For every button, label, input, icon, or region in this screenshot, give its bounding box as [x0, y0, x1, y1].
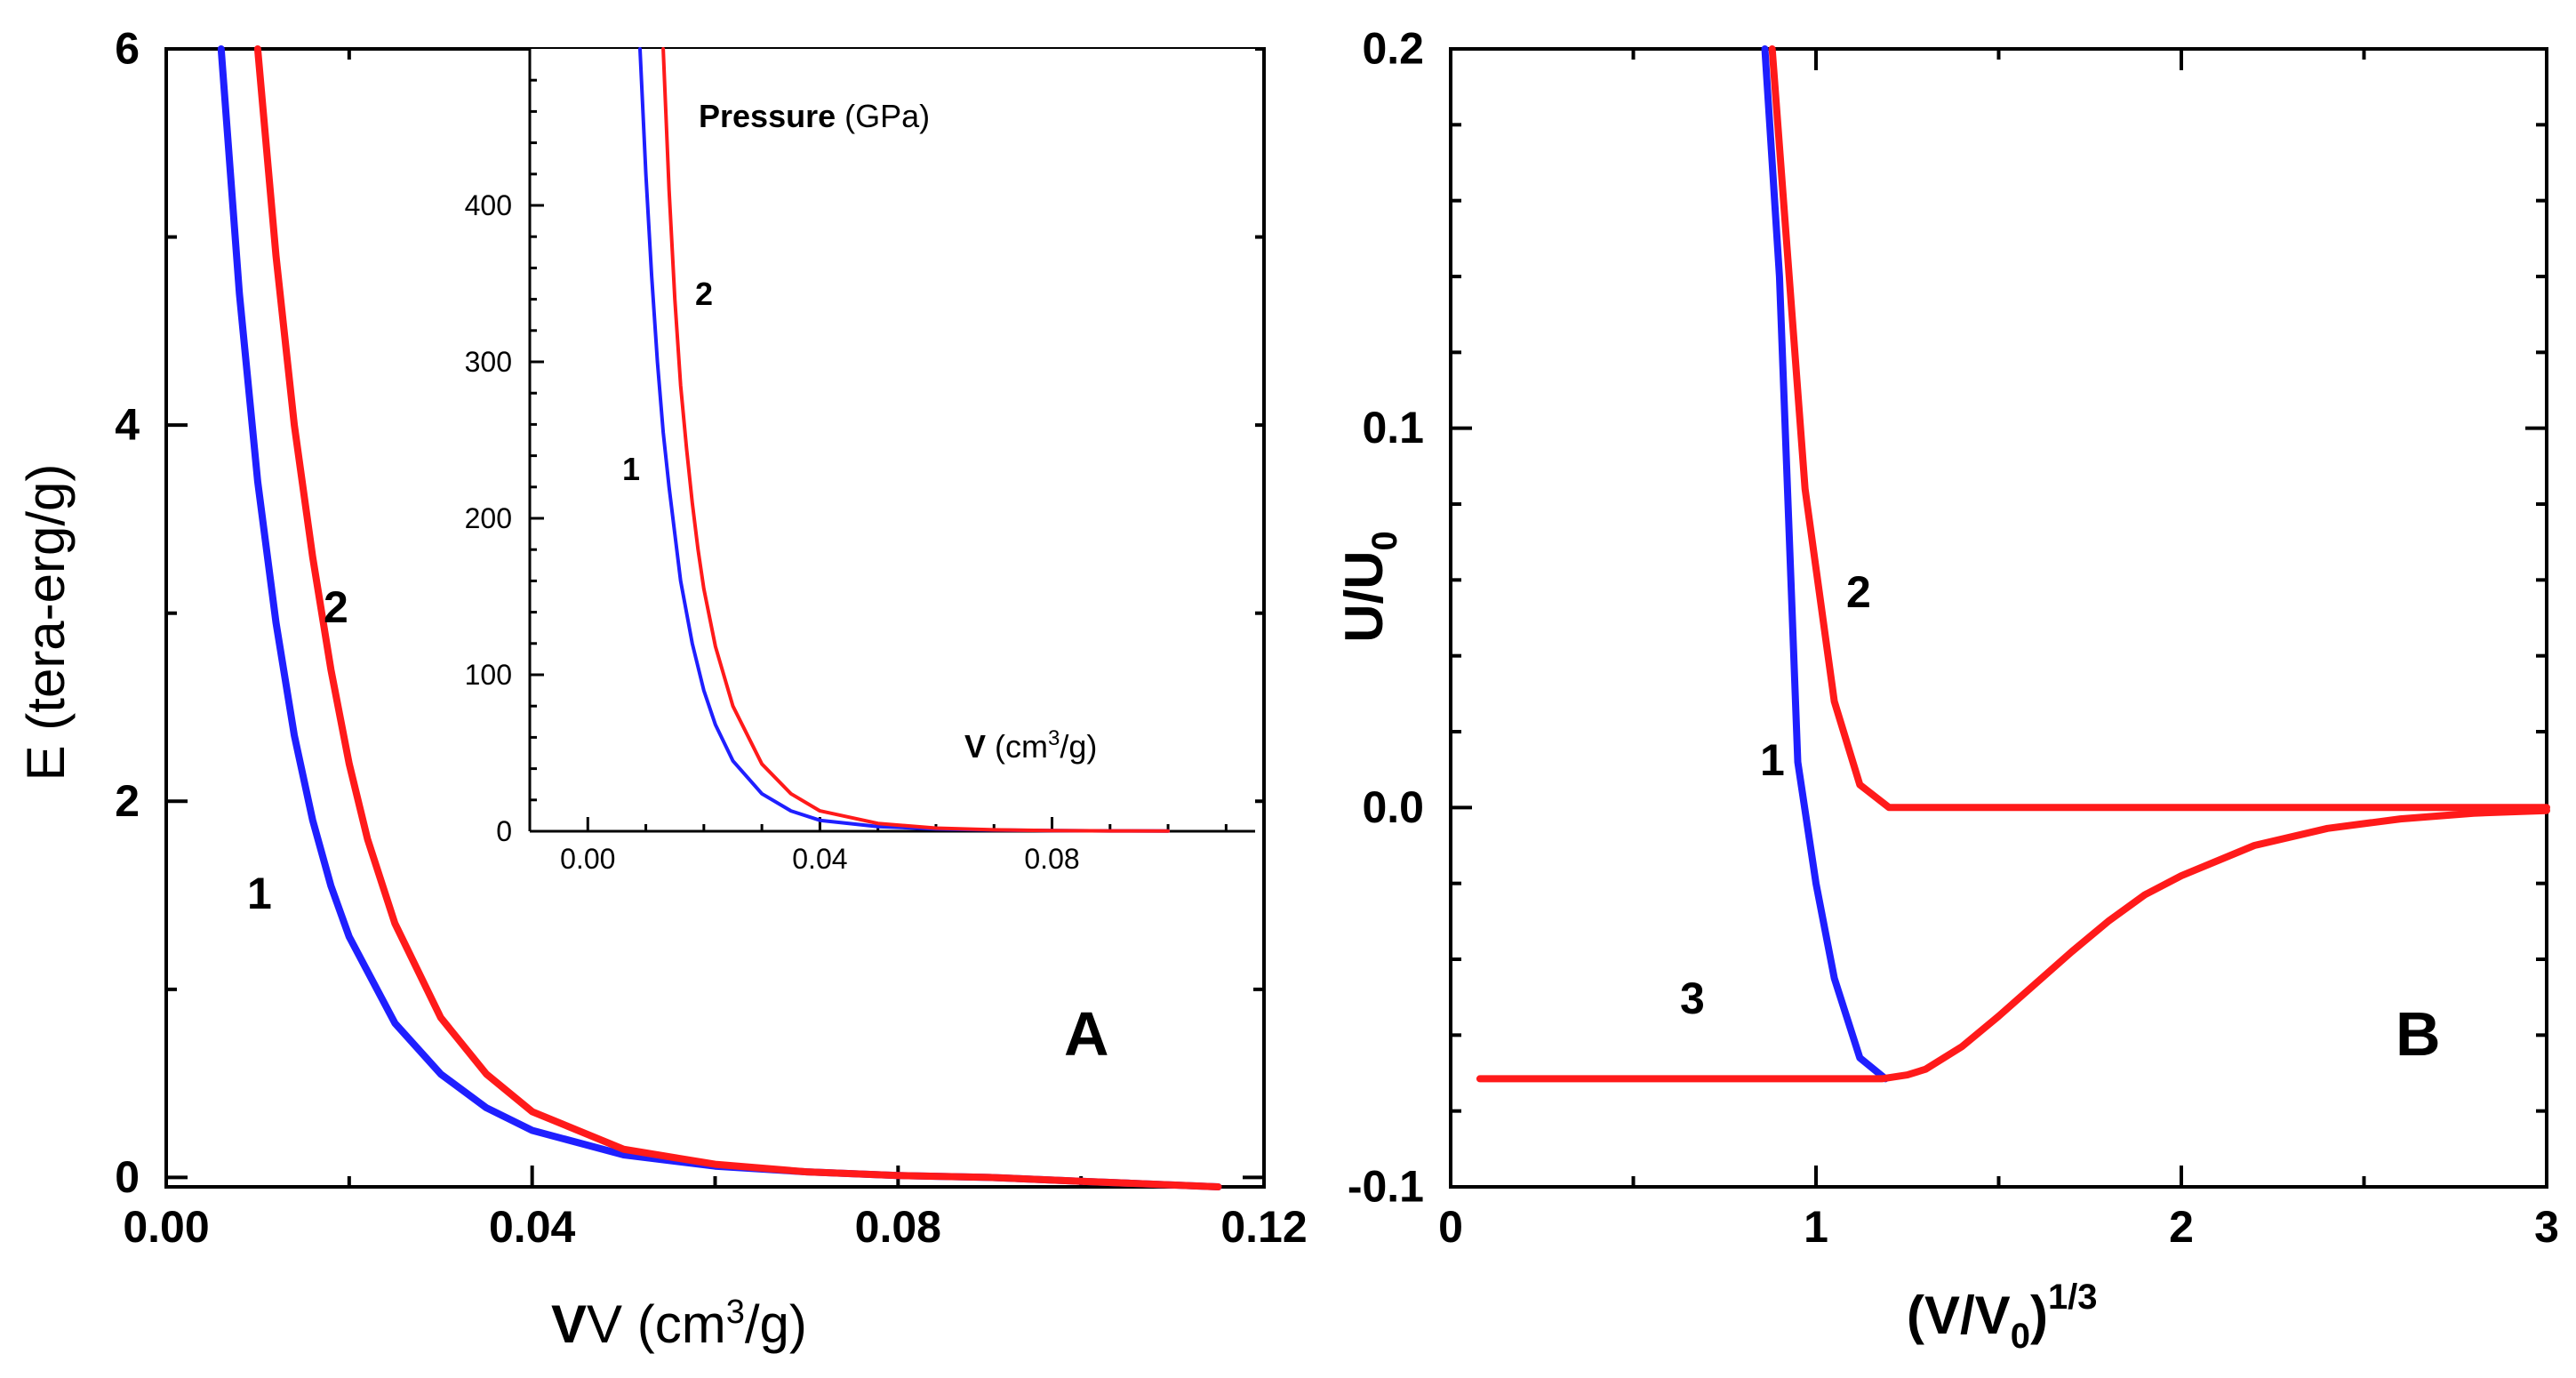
panel-a-series-2-line [253, 45, 1222, 1190]
inset-background [530, 49, 1255, 831]
inset-ytick-label-zero: 0 [496, 815, 512, 847]
inset-ytick-label: 400 [465, 189, 512, 221]
panel-b-x-axis-sup: 1/3 [2048, 1278, 2098, 1317]
panel-b-curve-label-1: 1 [1760, 735, 1785, 785]
panel-a-ytick-label: 0 [115, 1152, 140, 1202]
inset-x-axis-sup: 3 [1048, 726, 1060, 750]
panel-b-x-axis-sub: 0 [2011, 1317, 2030, 1356]
panel-a-inset: 0 0.00 0.04 0.08 100 200 300 400 Pressur… [465, 47, 1255, 875]
inset-ytick-label: 300 [465, 346, 512, 378]
panel-b-y-axis-title: U/U0 [1334, 531, 1404, 643]
panel-b-x-axis-main: (V/V [1907, 1286, 2011, 1345]
panel-a-x-axis-sup: 3 [726, 1294, 745, 1331]
panel-b-ytick-label: 0.1 [1362, 403, 1424, 453]
panel-a-series [217, 45, 1222, 1190]
inset-curve-label-2: 2 [695, 276, 713, 312]
panel-b-ytick-label: 0.0 [1362, 782, 1424, 832]
panel-b-curve-label-3: 3 [1680, 973, 1705, 1023]
inset-title: Pressure (GPa) [699, 98, 930, 134]
panel-b-curve-label-2: 2 [1846, 567, 1871, 617]
panel-b-xtick-label: 1 [1804, 1202, 1828, 1252]
panel-a-xtick-label: 0.08 [855, 1202, 941, 1252]
panel-b-y-axis-sub: 0 [1365, 531, 1404, 550]
panel-a-curve-label-1: 1 [247, 869, 272, 918]
panel-a: 0.00 0.04 0.08 0.12 0 2 4 6 VV (cm3/g) E… [16, 24, 1308, 1355]
panel-b-series-3-line [1476, 806, 2550, 1083]
panel-b-letter: B [2396, 999, 2441, 1069]
panel-b-x-axis-close: ) [2030, 1286, 2048, 1345]
panel-b-xtick-label: 2 [2169, 1202, 2194, 1252]
panel-b-x-axis-title: (V/V0)1/3 [1907, 1278, 2098, 1356]
panel-a-x-axis-title: VV (cm3/g) [551, 1294, 807, 1354]
panel-a-ytick-label: 6 [115, 24, 140, 74]
panel-b-xtick-label: 3 [2534, 1202, 2559, 1252]
panel-a-ytick-label: 2 [115, 776, 140, 826]
panel-a-y-axis-title: E (tera-erg/g) [16, 464, 76, 781]
inset-title-rest: (GPa) [836, 98, 930, 134]
panel-a-x-axis-unit: V (cm [587, 1294, 726, 1354]
inset-x-axis-title: V (cm3/g) [964, 726, 1097, 765]
inset-series-2-line [661, 47, 1171, 833]
panel-a-curve-label-2: 2 [324, 582, 348, 632]
inset-xtick-label: 0.00 [560, 843, 615, 875]
inset-x-axis-unit: (cm [986, 728, 1048, 765]
panel-b-series-1-line [1761, 45, 1890, 1083]
inset-ytick-label: 200 [465, 502, 512, 534]
panel-a-ytick-label: 4 [115, 400, 140, 450]
inset-series [638, 47, 1171, 833]
panel-b-series [1476, 45, 2550, 1083]
panel-a-letter: A [1064, 999, 1109, 1069]
panel-b-ytick-label: 0.2 [1362, 24, 1424, 74]
panel-b: 0 1 2 3 -0.1 0.0 0.1 0.2 (V/V0)1/3 U/U0 … [1334, 24, 2559, 1357]
inset-xtick-label: 0.04 [792, 843, 847, 875]
panel-a-xtick-label: 0.00 [123, 1202, 209, 1252]
panel-a-xtick-label: 0.12 [1220, 1202, 1307, 1252]
inset-ytick-label: 100 [465, 659, 512, 691]
panel-b-ytick-label: -0.1 [1348, 1162, 1424, 1212]
inset-curve-label-1: 1 [622, 451, 640, 487]
panel-a-xtick-label: 0.04 [489, 1202, 576, 1252]
panel-a-x-axis-tail: /g) [745, 1294, 807, 1354]
panel-b-xtick-label: 0 [1438, 1202, 1463, 1252]
inset-xtick-label: 0.08 [1024, 843, 1079, 875]
panel-b-y-axis-main: U/U [1334, 550, 1394, 642]
inset-x-axis-var: V [964, 728, 986, 765]
panel-b-series-2-line [1768, 45, 2550, 812]
inset-x-axis-tail: /g) [1060, 728, 1097, 765]
inset-title-bold: Pressure [699, 98, 836, 134]
